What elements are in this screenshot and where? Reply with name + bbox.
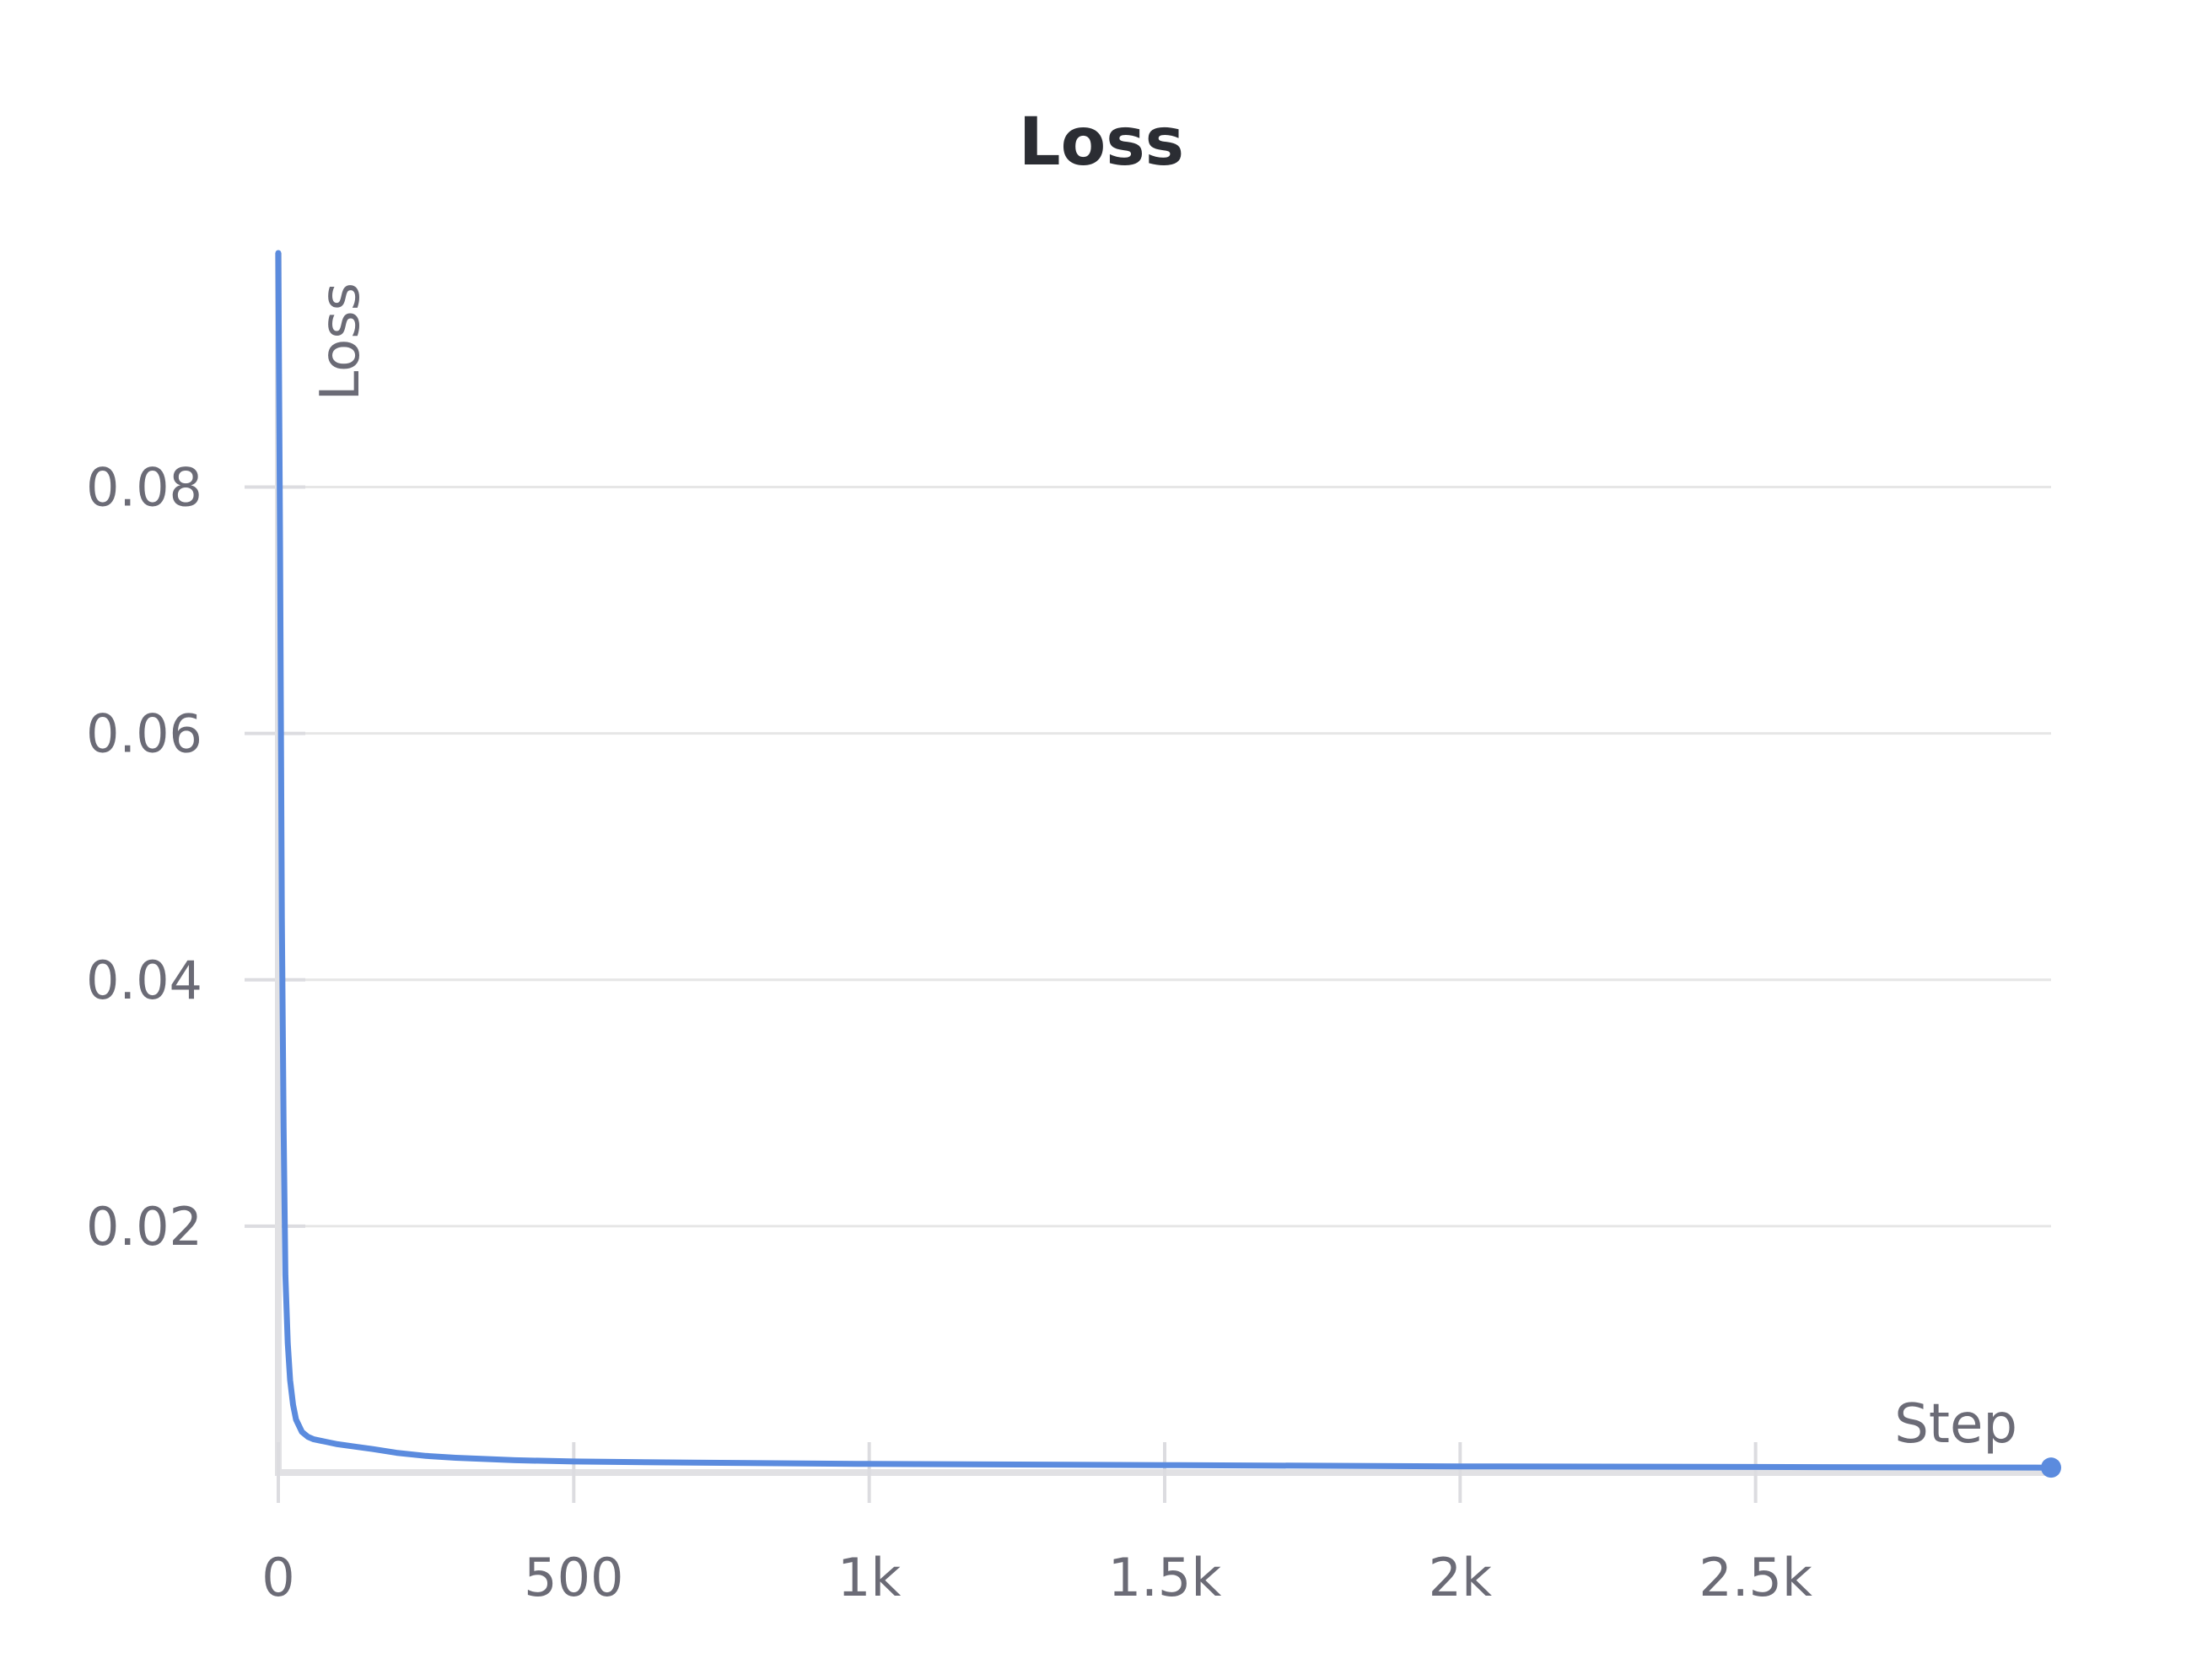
y-tick-label: 0.02 — [86, 1196, 202, 1257]
tick-labels: 0.02 0.04 0.06 0.08 0 500 1k 1.5k 2k 2.5k — [86, 457, 1812, 1608]
y-tick-label: 0.06 — [86, 703, 202, 765]
x-axis-label: Step — [1894, 1393, 2017, 1456]
x-tick-label: 1.5k — [1108, 1547, 1222, 1608]
axes — [245, 253, 2051, 1503]
series-end-point — [2041, 1457, 2061, 1478]
series-layer — [275, 250, 2061, 1478]
y-tick-label: 0.08 — [86, 457, 202, 519]
y-tick-label: 0.04 — [86, 950, 202, 1011]
x-tick-label: 2k — [1429, 1547, 1492, 1608]
grid-lines — [278, 486, 2051, 1228]
y-axis-label: Loss — [310, 283, 372, 401]
x-tick-label: 2.5k — [1699, 1547, 1812, 1608]
x-tick-label: 0 — [261, 1547, 294, 1608]
x-tick-label: 1k — [837, 1547, 901, 1608]
x-tick-label: 500 — [524, 1547, 623, 1608]
chart-title: Loss — [1019, 105, 1184, 180]
loss-series-line — [275, 250, 2054, 1471]
